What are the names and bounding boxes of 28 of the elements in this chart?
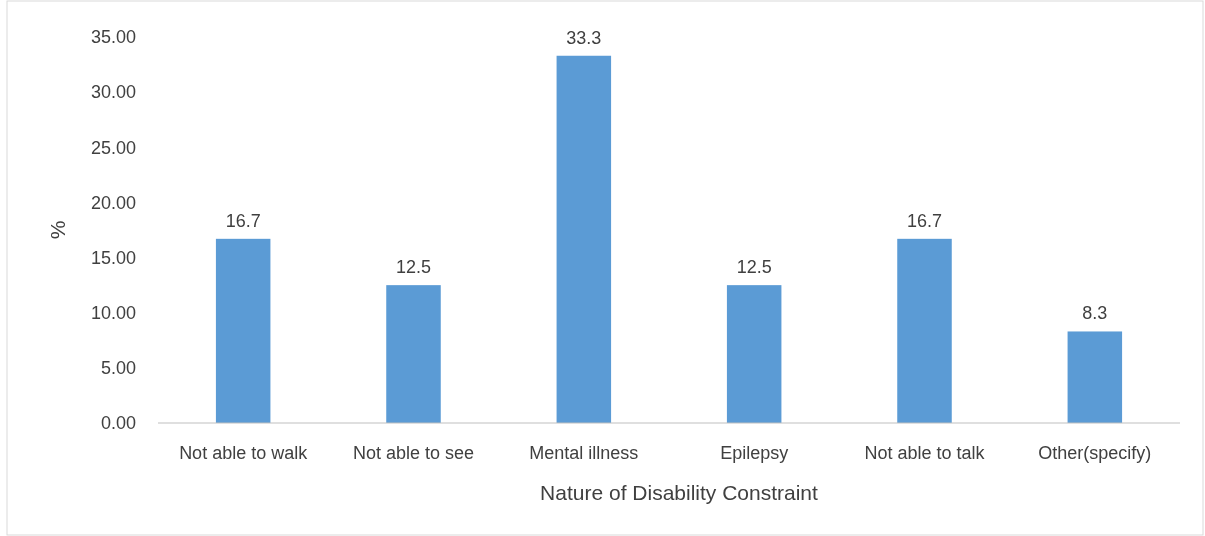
y-tick-label: 15.00 xyxy=(90,247,136,268)
x-tick-label: Not able to talk xyxy=(864,443,986,463)
y-tick-label: 0.00 xyxy=(100,413,136,434)
bar xyxy=(386,285,441,423)
bar xyxy=(1067,331,1123,423)
x-tick-label: Other(specify) xyxy=(1038,443,1152,463)
x-tick-label: Not able to see xyxy=(352,443,475,463)
y-tick-label: 20.00 xyxy=(90,192,136,213)
x-tick-label: Epilepsy xyxy=(720,443,789,463)
x-tick-label: Mental illness xyxy=(529,443,639,463)
y-tick-label: 5.00 xyxy=(100,358,136,379)
data-label: 12.5 xyxy=(736,257,772,278)
data-label: 16.7 xyxy=(906,210,943,231)
y-axis-title: % xyxy=(46,220,69,240)
y-tick-label: 25.00 xyxy=(90,137,136,158)
y-tick-label: 10.00 xyxy=(90,303,136,324)
bar xyxy=(556,55,612,423)
x-axis-title: Nature of Disability Constraint xyxy=(540,481,819,504)
data-label: 16.7 xyxy=(225,210,261,231)
x-tick-label: Not able to walk xyxy=(179,443,309,463)
y-tick-label: 35.00 xyxy=(90,27,136,48)
bar xyxy=(897,238,952,423)
bar xyxy=(215,238,271,423)
bar xyxy=(726,285,782,423)
data-label: 33.3 xyxy=(566,27,602,48)
data-label: 8.3 xyxy=(1082,303,1108,324)
y-tick-label: 30.00 xyxy=(90,82,136,103)
data-label: 12.5 xyxy=(395,257,432,278)
